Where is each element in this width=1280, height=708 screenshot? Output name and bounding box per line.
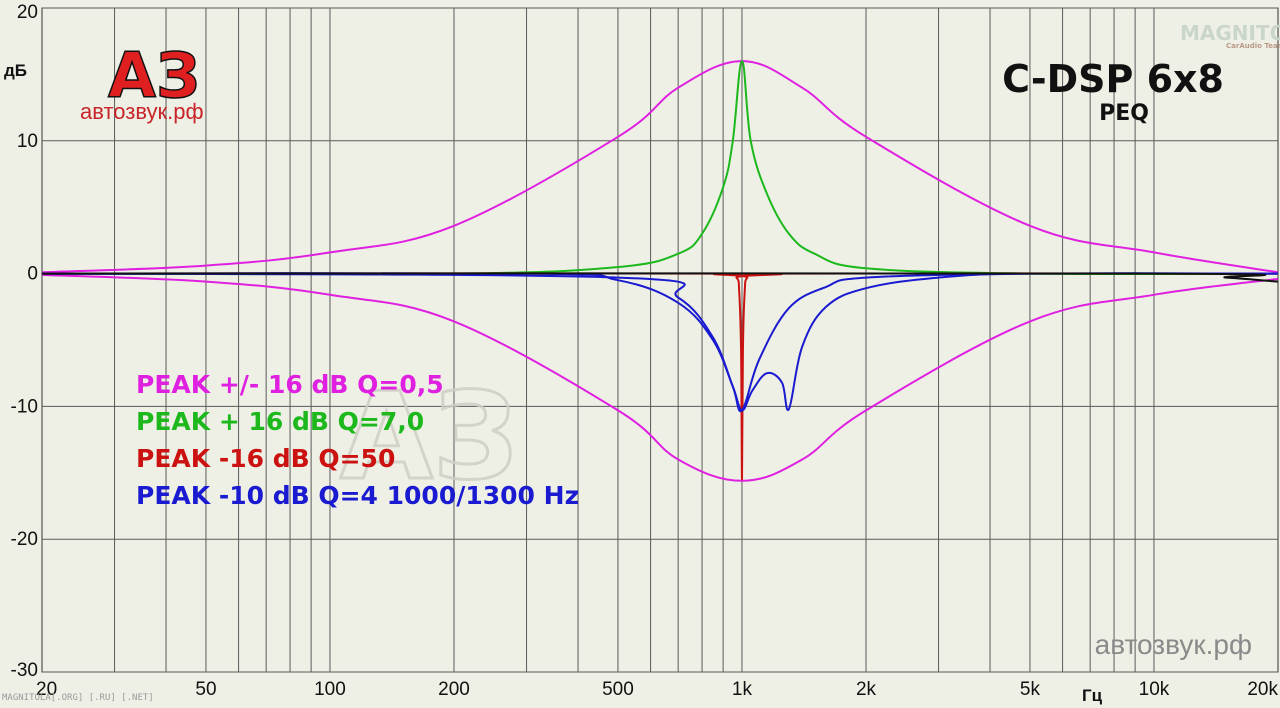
x-tick-labels: 20 50 100 200 500 1k 2k 5k 10k 20k — [36, 679, 1278, 700]
logo-mark: АЗ — [108, 39, 200, 112]
series-line-5 — [41, 272, 1279, 413]
curves — [41, 60, 1279, 482]
legend-item: PEAK +/- 16 dB Q=0,5 — [136, 370, 444, 399]
legend: PEAK +/- 16 dB Q=0,5 PEAK + 16 dB Q=7,0 PE… — [136, 370, 579, 510]
footer-watermark: MAGNITOLA[.ORG] [.RU] [.NET] — [2, 693, 154, 703]
x-tick-label: 5k — [1020, 679, 1041, 700]
x-axis-label: Гц — [1082, 686, 1103, 705]
y-tick-label: 10 — [17, 131, 38, 152]
series-line-0 — [41, 60, 1279, 274]
x-tick-label: 2k — [856, 679, 877, 700]
y-tick-label: 0 — [27, 264, 38, 285]
x-tick-label: 100 — [314, 679, 346, 700]
chart-subtitle: PEQ — [1099, 101, 1149, 126]
y-tick-labels: 20 10 0 -10 -20 -30 — [11, 2, 38, 681]
legend-item: PEAK -10 dB Q=4 1000/1300 Hz — [136, 481, 579, 510]
x-tick-label: 500 — [602, 679, 634, 700]
x-tick-label: 20 — [36, 679, 57, 700]
legend-item: PEAK -16 dB Q=50 — [136, 444, 395, 473]
x-tick-label: 50 — [195, 679, 216, 700]
x-tick-label: 10k — [1139, 679, 1170, 700]
site-watermark: автозвук.рф — [1095, 629, 1252, 660]
brand-logo: АЗ автозвук.рф — [80, 38, 204, 124]
legend-item: PEAK + 16 dB Q=7,0 — [136, 407, 424, 436]
series-line-1 — [41, 273, 1279, 482]
y-tick-label: -30 — [11, 660, 38, 681]
y-tick-label: 20 — [17, 2, 38, 23]
brand-watermark: MAGNITOLA — [1180, 21, 1280, 45]
x-tick-label: 1k — [732, 679, 753, 700]
series-line-4 — [41, 272, 1279, 412]
chart-title: C-DSP 6x8 — [1002, 57, 1224, 101]
logo-site: автозвук.рф — [80, 99, 204, 124]
plot-area — [41, 7, 1279, 673]
brand-watermark-sub: CarAudio Team — [1226, 42, 1280, 50]
x-tick-label: 20k — [1247, 679, 1278, 700]
y-tick-label: -10 — [11, 396, 38, 417]
y-axis-label: дБ — [4, 61, 27, 80]
grid-lines — [42, 7, 1278, 673]
x-tick-label: 200 — [438, 679, 470, 700]
series-line-2 — [41, 60, 1279, 276]
center-watermark: АЗ — [340, 368, 518, 507]
series-line-6 — [41, 272, 1279, 283]
y-tick-label: -20 — [11, 529, 38, 550]
